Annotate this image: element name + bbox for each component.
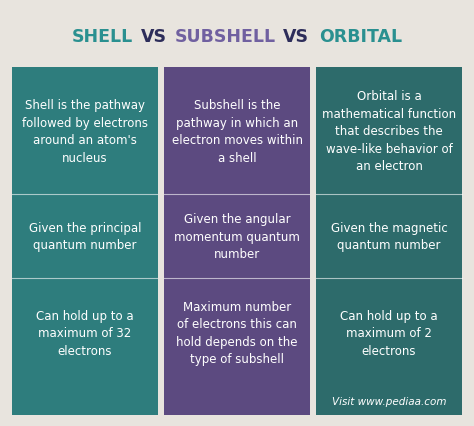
Text: SUBSHELL: SUBSHELL [174,28,276,46]
Text: VS: VS [141,28,167,46]
Text: Orbital is a
mathematical function
that describes the
wave-like behavior of
an e: Orbital is a mathematical function that … [322,90,456,173]
Text: ORBITAL: ORBITAL [319,28,402,46]
Text: Given the magnetic
quantum number: Given the magnetic quantum number [331,222,447,252]
Text: Given the angular
momentum quantum
number: Given the angular momentum quantum numbe… [174,213,300,260]
Text: Shell is the pathway
followed by electrons
around an atom's
nucleus: Shell is the pathway followed by electro… [22,99,148,164]
Text: VS: VS [283,28,309,46]
Text: Subshell is the
pathway in which an
electron moves within
a shell: Subshell is the pathway in which an elec… [172,99,302,164]
Bar [310,68,316,415]
Text: Can hold up to a
maximum of 2
electrons: Can hold up to a maximum of 2 electrons [340,309,438,357]
Text: Given the principal
quantum number: Given the principal quantum number [29,222,141,252]
Text: Maximum number
of electrons this can
hold depends on the
type of subshell: Maximum number of electrons this can hol… [176,300,298,366]
Text: Can hold up to a
maximum of 32
electrons: Can hold up to a maximum of 32 electrons [36,309,134,357]
Text: Visit www.pediaa.com: Visit www.pediaa.com [332,397,446,406]
Bar [12,68,158,415]
Bar [164,68,310,415]
Bar [316,68,462,415]
Text: SHELL: SHELL [71,28,133,46]
Bar [158,68,164,415]
